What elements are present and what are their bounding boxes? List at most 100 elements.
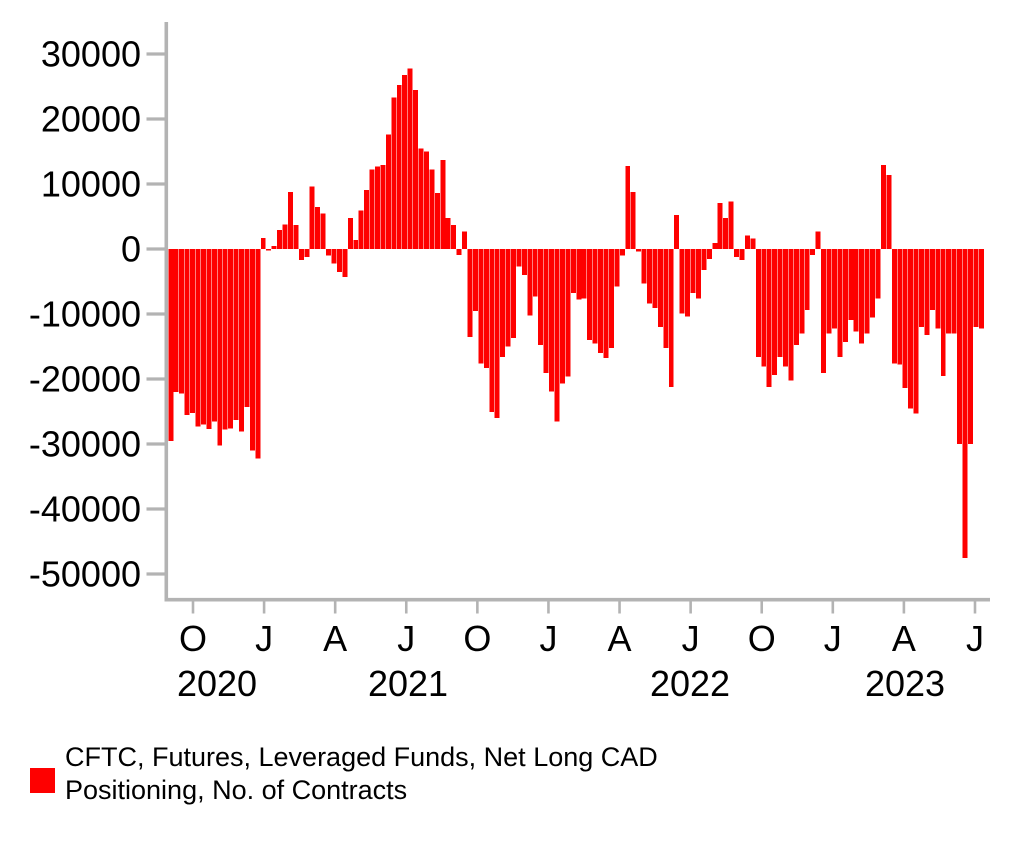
bar [799,249,805,334]
bar [679,249,685,314]
bar [168,249,174,441]
y-tick-label: 30000 [41,34,141,75]
bar [723,217,729,249]
bar [821,249,827,374]
bar [347,217,353,249]
bar [521,249,527,275]
bar [336,249,342,272]
bar [353,239,359,249]
bar [761,249,767,367]
bar [233,249,239,420]
bar [766,249,772,387]
bar [516,249,522,267]
bar [489,249,495,413]
bar [946,249,952,334]
month-label: J [824,618,842,659]
bar [206,249,212,430]
year-label: 2021 [368,663,448,704]
bar [429,169,435,249]
y-tick-label: -50000 [29,554,141,595]
bar [712,243,718,249]
bar [940,249,946,376]
bar [831,249,837,329]
bar [598,249,604,353]
bar [608,249,614,348]
year-label: 2020 [177,663,257,704]
bar [690,249,696,294]
bar [592,249,598,344]
bar [739,249,745,261]
bar [750,238,756,249]
bar [875,249,881,299]
bar [706,249,712,259]
legend-label-line1: CFTC, Futures, Leveraged Funds, Net Long… [65,742,658,772]
month-label: A [323,618,347,659]
bar [908,249,914,409]
month-label: O [179,618,207,659]
bar [853,249,859,332]
bar [728,201,734,249]
bar [298,249,304,261]
bar [864,249,870,334]
bar [222,249,228,430]
bar [636,249,642,252]
bar [929,249,935,311]
bar [685,249,691,317]
bar [783,249,788,367]
bar [701,249,707,270]
bar [282,224,288,249]
bar [674,215,680,249]
bar [614,249,620,287]
bar [559,249,565,384]
bar [815,231,821,249]
bar [870,249,876,318]
bar [271,245,277,249]
bar [179,249,185,394]
bar [695,249,701,299]
bar [315,206,321,249]
bar [880,165,886,249]
bar [413,89,419,249]
bar [554,249,560,422]
bar [647,249,652,304]
month-label: O [463,618,491,659]
bar [652,249,658,309]
bar [423,151,429,249]
bar [500,249,506,357]
bar [260,237,266,249]
y-tick-label: -10000 [29,294,141,335]
bar [326,249,332,256]
positioning-bar-chart: 30000 20000 10000 0 -10000 -20000 -30000 -40000… [29,22,990,704]
bar [532,249,538,297]
y-tick-label: -40000 [29,489,141,530]
month-label: J [255,618,273,659]
bar [407,68,413,249]
bar [402,74,408,249]
bar [549,249,555,392]
month-label: J [539,618,557,659]
y-tick-label: 20000 [41,99,141,140]
bar [734,249,740,257]
bar [239,249,244,432]
bar [625,165,631,249]
bar [788,249,794,381]
bar [859,249,865,344]
bar [804,249,810,311]
bar [190,249,196,413]
month-label: A [892,618,916,659]
bar [511,249,516,339]
bar [538,249,544,346]
bar [228,249,234,429]
bar [717,202,723,249]
bar [478,249,484,364]
bar [200,249,206,425]
bar [810,249,816,255]
bar [173,249,179,392]
bar [320,213,326,249]
bar [657,249,663,327]
legend-swatch-red [30,768,55,793]
bar [244,249,250,407]
bar [505,249,511,347]
bar [793,249,799,346]
